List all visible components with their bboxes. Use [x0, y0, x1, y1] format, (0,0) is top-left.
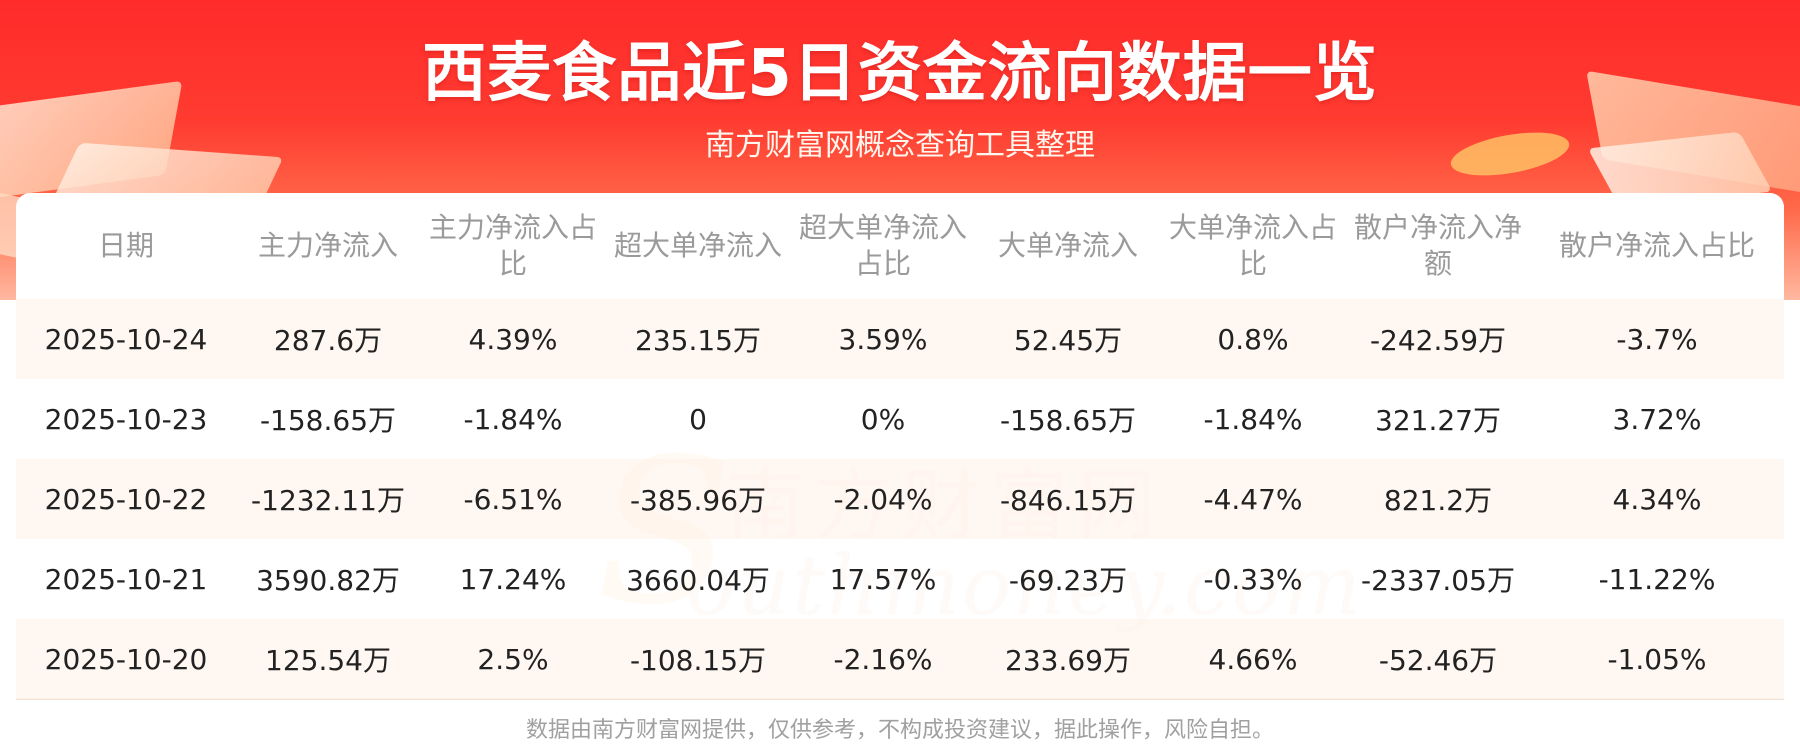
column-header: 超大单净流入占比: [798, 211, 967, 280]
value-cell: -2.16%: [790, 619, 976, 699]
table-row: 2025-10-23 -158.65万 -1.84% 0 0% -158.65万 -1.84…: [16, 379, 1784, 459]
value-cell: -846.15万: [976, 459, 1160, 539]
column-header: 主力净流入: [257, 229, 398, 262]
date-cell: 2025-10-21: [16, 539, 236, 619]
data-table-card: S 南方财富网 outhmoney.com 日期 主力净流入 主力净流入占比 超…: [16, 193, 1784, 700]
fund-flow-table: 日期 主力净流入 主力净流入占比 超大单净流入 超大单净流入占比 大单净流入 大…: [16, 193, 1784, 699]
page-subtitle: 南方财富网概念查询工具整理: [705, 128, 1095, 163]
value-cell: 0.8%: [1160, 299, 1346, 379]
date-cell: 2025-10-23: [16, 379, 236, 459]
value-cell: 125.54万: [236, 619, 420, 699]
value-cell: -6.51%: [420, 459, 606, 539]
column-header: 主力净流入占比: [428, 211, 597, 280]
value-cell: -11.22%: [1530, 539, 1784, 619]
value-cell: 4.39%: [420, 299, 606, 379]
table-row: 2025-10-20 125.54万 2.5% -108.15万 -2.16% 233.6…: [16, 619, 1784, 699]
column-header: 大单净流入: [997, 229, 1138, 262]
column-header: 大单净流入占比: [1168, 211, 1337, 280]
date-cell: 2025-10-20: [16, 619, 236, 699]
footer-disclaimer: 数据由南方财富网提供，仅供参考，不构成投资建议，据此操作，风险自担。: [525, 718, 1274, 743]
value-cell: 2.5%: [420, 619, 606, 699]
table-header-row: 日期 主力净流入 主力净流入占比 超大单净流入 超大单净流入占比 大单净流入 大…: [16, 193, 1784, 299]
value-cell: -52.46万: [1346, 619, 1530, 699]
date-cell: 2025-10-24: [16, 299, 236, 379]
column-header: 日期: [97, 229, 154, 262]
column-header: 散户净流入占比: [1558, 229, 1755, 262]
value-cell: 3.72%: [1530, 379, 1784, 459]
value-cell: 287.6万: [236, 299, 420, 379]
column-header: 超大单净流入: [613, 229, 782, 262]
value-cell: -385.96万: [606, 459, 790, 539]
value-cell: 0: [606, 379, 790, 459]
value-cell: 233.69万: [976, 619, 1160, 699]
value-cell: 4.34%: [1530, 459, 1784, 539]
value-cell: -108.15万: [606, 619, 790, 699]
value-cell: 321.27万: [1346, 379, 1530, 459]
value-cell: 821.2万: [1346, 459, 1530, 539]
value-cell: -158.65万: [236, 379, 420, 459]
value-cell: -4.47%: [1160, 459, 1346, 539]
value-cell: -1.05%: [1530, 619, 1784, 699]
value-cell: 3590.82万: [236, 539, 420, 619]
value-cell: 0%: [790, 379, 976, 459]
value-cell: -1.84%: [1160, 379, 1346, 459]
value-cell: -1.84%: [420, 379, 606, 459]
value-cell: -242.59万: [1346, 299, 1530, 379]
value-cell: -2.04%: [790, 459, 976, 539]
table-row: 2025-10-21 3590.82万 17.24% 3660.04万 17.57% -6…: [16, 539, 1784, 619]
value-cell: 3.59%: [790, 299, 976, 379]
page-title: 西麦食品近5日资金流向数据一览: [422, 37, 1378, 111]
value-cell: -2337.05万: [1346, 539, 1530, 619]
table-row: 2025-10-22 -1232.11万 -6.51% -385.96万 -2.04% -…: [16, 459, 1784, 539]
value-cell: 235.15万: [606, 299, 790, 379]
value-cell: 17.57%: [790, 539, 976, 619]
table-row: 2025-10-24 287.6万 4.39% 235.15万 3.59% 52.45万 0…: [16, 299, 1784, 379]
value-cell: 17.24%: [420, 539, 606, 619]
value-cell: -1232.11万: [236, 459, 420, 539]
value-cell: 4.66%: [1160, 619, 1346, 699]
value-cell: 52.45万: [976, 299, 1160, 379]
value-cell: -158.65万: [976, 379, 1160, 459]
value-cell: 3660.04万: [606, 539, 790, 619]
value-cell: -0.33%: [1160, 539, 1346, 619]
column-header: 散户净流入净额: [1353, 211, 1522, 280]
value-cell: -3.7%: [1530, 299, 1784, 379]
value-cell: -69.23万: [976, 539, 1160, 619]
date-cell: 2025-10-22: [16, 459, 236, 539]
